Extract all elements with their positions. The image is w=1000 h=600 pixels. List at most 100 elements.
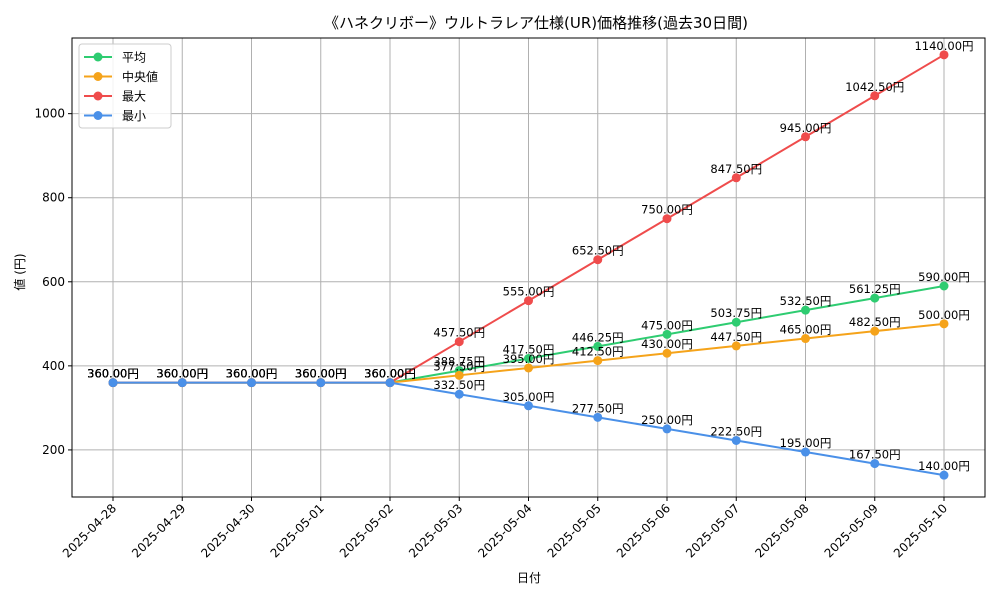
legend-marker (93, 111, 103, 120)
data-point (870, 91, 880, 101)
data-label: 250.00円 (641, 413, 693, 427)
data-point (593, 255, 603, 265)
series-lines (108, 50, 949, 480)
data-point (662, 348, 672, 358)
data-point (177, 378, 187, 388)
data-label: 500.00円 (918, 308, 970, 322)
data-label: 532.50円 (780, 294, 832, 308)
data-label: 447.50円 (710, 330, 762, 344)
x-tick-label: 2025-05-10 (891, 501, 950, 560)
data-label: 360.00円 (156, 367, 208, 381)
data-point (801, 305, 810, 315)
plot-frame (71, 37, 986, 498)
data-label: 305.00円 (503, 390, 555, 404)
data-label: 395.00円 (503, 352, 555, 366)
data-label: 945.00円 (780, 121, 832, 135)
legend-label: 平均 (122, 51, 146, 65)
x-tick-label: 2025-04-30 (198, 501, 257, 560)
data-point (939, 281, 949, 291)
data-point (801, 334, 810, 344)
data-label: 195.00円 (780, 436, 832, 450)
data-point (316, 378, 326, 388)
x-axis-label: 日付 (517, 571, 541, 585)
y-tick-label: 1000 (34, 107, 65, 121)
data-label: 417.50円 (503, 343, 555, 357)
legend-marker (93, 52, 103, 62)
data-point (731, 317, 741, 327)
data-label: 277.50円 (572, 401, 624, 415)
data-point (108, 378, 118, 388)
legend-marker (93, 91, 103, 101)
data-point (939, 470, 949, 480)
data-label: 1042.50円 (845, 80, 904, 94)
data-label: 222.50円 (710, 424, 762, 438)
data-point (731, 341, 741, 351)
data-label: 360.00円 (87, 367, 139, 381)
x-tick-label: 2025-05-02 (337, 501, 396, 560)
data-point (454, 370, 464, 380)
data-label: 167.50円 (849, 448, 901, 462)
data-point (939, 50, 949, 60)
legend-entry: 中央値 (84, 69, 158, 84)
data-label: 465.00円 (780, 323, 832, 337)
grid (72, 38, 985, 497)
data-label: 360.00円 (87, 367, 139, 381)
data-label: 1140.00円 (914, 39, 973, 53)
data-label: 360.00円 (87, 367, 139, 381)
data-point (524, 363, 533, 373)
data-label: 360.00円 (295, 367, 347, 381)
data-point (662, 329, 672, 339)
data-point (524, 354, 533, 364)
legend-entry: 最小 (84, 109, 146, 123)
data-label: 360.00円 (156, 367, 208, 381)
data-point (939, 319, 949, 329)
y-axis-label: 値 (円) (12, 253, 27, 290)
x-tick-label: 2025-04-28 (60, 501, 119, 560)
data-point (801, 132, 810, 142)
data-point (731, 435, 741, 445)
x-axis: 2025-04-28 2025-04-29 2025-04-30 2025-05-01… (60, 497, 950, 560)
data-label: 140.00円 (918, 459, 970, 473)
data-point (385, 378, 395, 388)
data-point (662, 214, 672, 224)
data-label: 332.50円 (433, 378, 485, 392)
data-point (731, 173, 741, 183)
data-label: 360.00円 (364, 367, 416, 381)
data-point (870, 293, 880, 303)
data-point (454, 389, 464, 399)
data-label: 457.50円 (433, 326, 485, 340)
data-label: 475.00円 (641, 318, 693, 332)
data-label: 360.00円 (295, 367, 347, 381)
data-point (870, 459, 880, 469)
data-point (524, 296, 533, 306)
y-tick-label: 600 (42, 275, 65, 289)
data-point (593, 341, 603, 351)
data-label: 750.00円 (641, 203, 693, 217)
data-point (247, 378, 256, 388)
data-label: 446.25円 (572, 330, 624, 344)
y-tick-label: 200 (42, 443, 65, 457)
legend-marker (93, 72, 103, 81)
data-point (593, 412, 603, 422)
data-labels: 360.00円 360.00円 360.00円 360.00円 360.00円 388.7… (87, 39, 973, 473)
data-label: 561.25円 (849, 282, 901, 296)
data-point (870, 326, 880, 336)
data-label: 555.00円 (503, 285, 555, 299)
data-point (524, 401, 533, 411)
data-label: 360.00円 (226, 367, 278, 381)
data-label: 503.75円 (710, 306, 762, 320)
legend-label: 最小 (122, 109, 146, 123)
x-tick-label: 2025-05-03 (406, 501, 465, 560)
series-3 (108, 378, 949, 480)
data-label: 360.00円 (87, 367, 139, 381)
x-tick-label: 2025-05-06 (614, 501, 673, 560)
data-label: 482.50円 (849, 315, 901, 329)
data-point (801, 447, 810, 457)
data-label: 377.50円 (433, 359, 485, 373)
x-tick-label: 2025-04-29 (129, 501, 188, 560)
data-point (662, 424, 672, 434)
legend-entry: 平均 (84, 51, 146, 65)
x-tick-label: 2025-05-05 (545, 501, 604, 560)
